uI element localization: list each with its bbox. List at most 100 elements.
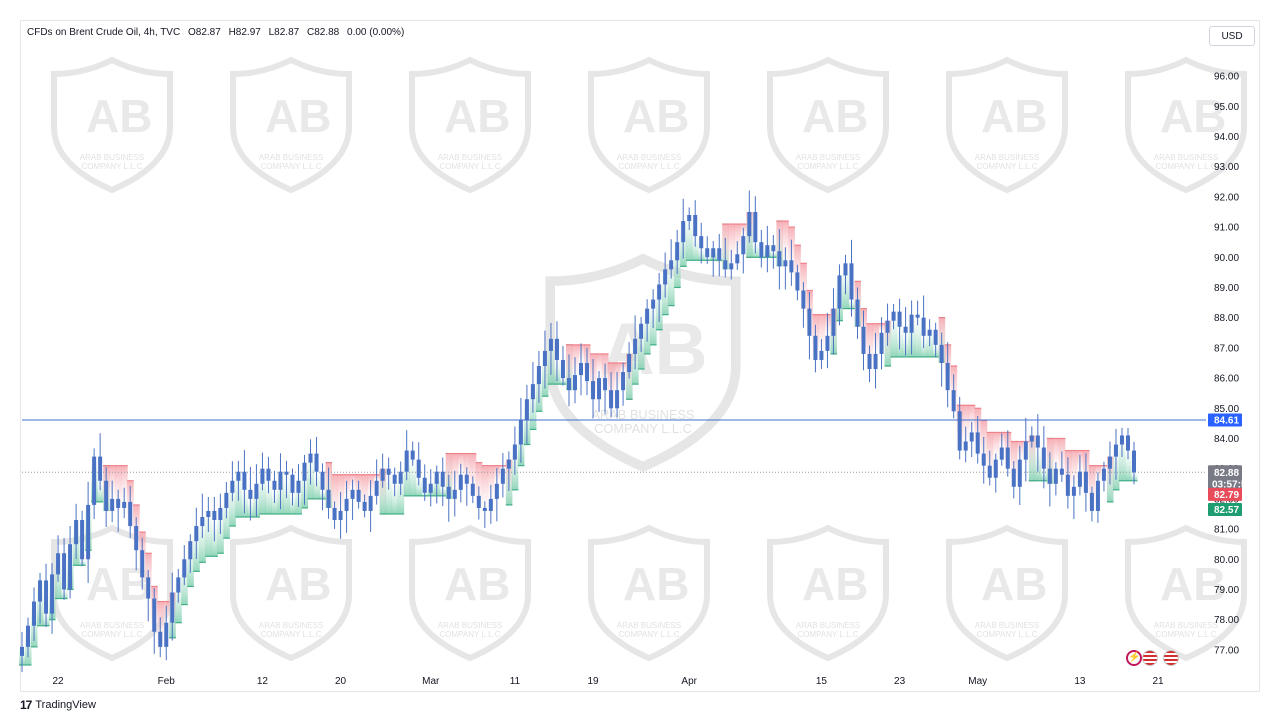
stop-band-red [782, 221, 789, 261]
watermark-subtext: COMPANY L.L.C [976, 630, 1037, 639]
candle-body [20, 646, 24, 656]
candle-body [909, 314, 914, 333]
candle-body [356, 489, 361, 502]
us-flag-icon-2[interactable] [1163, 650, 1179, 666]
stop-band-green [1118, 435, 1126, 481]
candle-body [80, 520, 85, 560]
candle-body [554, 338, 559, 360]
candle-body [278, 471, 283, 490]
candle-body [200, 517, 205, 527]
candle-body [783, 260, 788, 267]
candle-body [957, 411, 962, 451]
candle-body [801, 290, 806, 309]
watermark-text: ARAB BUSINESS [975, 621, 1039, 630]
symbol-title[interactable]: CFDs on Brent Crude Oil, 4h, TVC [27, 27, 181, 38]
candle-body [903, 326, 908, 333]
y-tick-label: 96.00 [1214, 72, 1239, 83]
candle-body [134, 526, 139, 551]
candle-body [975, 432, 980, 454]
candle-body [56, 553, 61, 575]
candle-body [627, 353, 632, 373]
candle-body [410, 450, 415, 460]
stop-band-green [97, 480, 104, 502]
change-value: 0.00 (0.00%) [347, 27, 405, 38]
candle-body [861, 326, 866, 354]
candle-body [945, 362, 950, 391]
candle-body [404, 450, 409, 472]
low-value: L82.87 [268, 27, 300, 38]
candle-body [681, 221, 686, 243]
candle-body [530, 384, 535, 400]
candle-body [1035, 435, 1040, 448]
stop-band-green [265, 480, 272, 514]
candle-body [290, 474, 295, 493]
currency-button[interactable]: USD [1209, 26, 1255, 46]
candle-body [452, 489, 457, 499]
candle-body [422, 477, 427, 493]
shield-letters: AB [981, 90, 1047, 142]
stop-band-red [728, 224, 735, 264]
lightning-icon[interactable]: ⚡ [1126, 650, 1142, 666]
horizontal-price-line[interactable] [22, 419, 1206, 473]
stop-band-green [391, 483, 399, 514]
stop-band-red [968, 405, 976, 433]
watermark-subtext: COMPANY L.L.C [81, 162, 142, 171]
candle-body [777, 251, 782, 267]
x-tick-label: Apr [681, 676, 697, 687]
upper-stop-tag-bg [1208, 487, 1242, 501]
candle-body [981, 453, 986, 466]
candle-body [380, 468, 385, 481]
candle-body [867, 353, 872, 370]
candle-body [579, 362, 584, 376]
watermark-subtext: COMPANY L.L.C [594, 421, 692, 436]
shield-letters: AB [444, 558, 510, 610]
candle-body [723, 260, 728, 270]
candle-body [705, 248, 710, 258]
stop-band-green [385, 474, 393, 514]
stop-band-red [734, 224, 741, 255]
y-tick-label: 79.00 [1214, 585, 1239, 596]
y-tick-label: 77.00 [1214, 645, 1239, 656]
candle-body [194, 526, 199, 542]
watermark-text: ARAB BUSINESS [1154, 153, 1218, 162]
stop-band-red [331, 474, 339, 521]
y-tick-label: 85.00 [1214, 404, 1239, 415]
candle-body [302, 462, 307, 481]
candle-body [434, 471, 439, 484]
stop-band-red [818, 314, 825, 351]
candle-body [1113, 444, 1118, 457]
candle-body [741, 236, 746, 255]
candle-body [26, 625, 31, 647]
tradingview-logo[interactable]: 17 TradingView [20, 698, 96, 712]
shield-letters: AB [1160, 558, 1226, 610]
shield-letters: AB [623, 90, 689, 142]
y-tick-label: 91.00 [1214, 223, 1239, 234]
candle-body [470, 483, 475, 496]
candle-body [374, 480, 379, 496]
candle-body [86, 504, 91, 560]
candle-body [248, 489, 253, 499]
candle-body [831, 308, 836, 336]
shield-letters: AB [86, 90, 152, 142]
lower-stop-tag: 82.57 [1214, 505, 1239, 516]
candle-body [891, 311, 896, 321]
candle-body [735, 254, 740, 264]
us-flag-icon[interactable] [1142, 650, 1158, 666]
candle-body [362, 501, 367, 511]
candle-body [765, 245, 770, 258]
time-axis[interactable]: 22 Feb 12 20 Mar 11 19 Apr 15 23 May 13 21 [53, 676, 1165, 687]
candle-body [1107, 456, 1112, 469]
lower-stop-tag-bg [1208, 502, 1242, 516]
stop-band-green [199, 517, 206, 563]
candle-body [254, 483, 259, 499]
candle-body [104, 480, 109, 511]
candle-body [693, 215, 698, 237]
watermark-subtext: COMPANY L.L.C [976, 162, 1037, 171]
shield-letters: AB [802, 90, 868, 142]
candle-body [879, 332, 884, 354]
candle-body [98, 456, 103, 481]
